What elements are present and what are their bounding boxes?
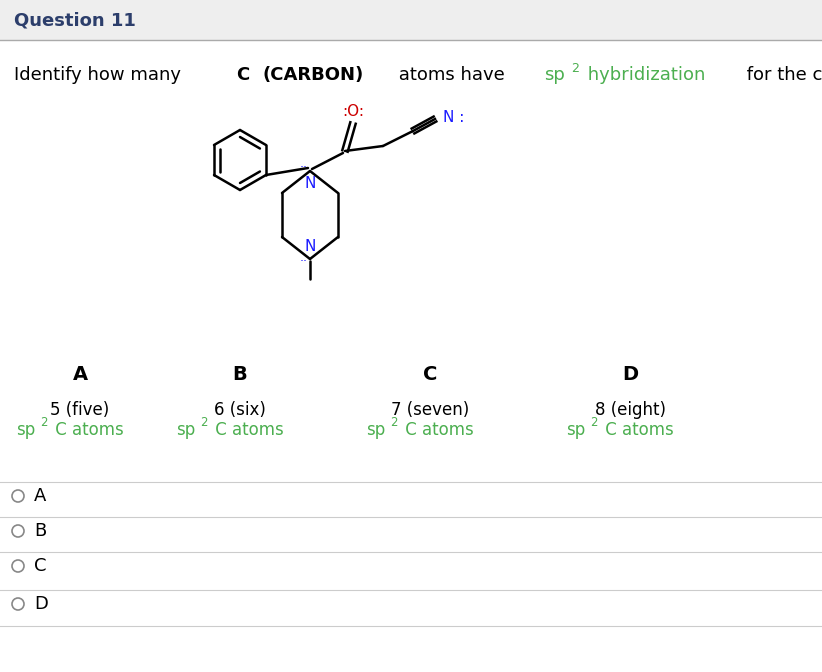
Text: sp: sp <box>566 421 585 439</box>
Text: C: C <box>423 366 437 384</box>
Text: A: A <box>72 366 88 384</box>
Text: sp: sp <box>544 66 566 84</box>
Text: hybridization: hybridization <box>582 66 705 84</box>
Text: sp: sp <box>366 421 385 439</box>
Text: D: D <box>34 595 48 613</box>
Text: for the compound below:: for the compound below: <box>741 66 822 84</box>
Text: N: N <box>304 176 316 191</box>
Text: 2: 2 <box>40 417 48 429</box>
Text: (CARBON): (CARBON) <box>262 66 363 84</box>
Text: sp: sp <box>176 421 195 439</box>
Text: C: C <box>34 557 47 575</box>
Text: C atoms: C atoms <box>210 421 284 439</box>
Text: 7 (seven): 7 (seven) <box>391 401 469 419</box>
Bar <box>0 0 822 40</box>
Text: 2: 2 <box>590 417 598 429</box>
Text: 6 (six): 6 (six) <box>214 401 266 419</box>
Text: atoms have: atoms have <box>393 66 510 84</box>
Text: sp: sp <box>16 421 35 439</box>
Text: C atoms: C atoms <box>400 421 473 439</box>
Text: C atoms: C atoms <box>600 421 674 439</box>
Text: :O:: :O: <box>342 103 364 118</box>
Text: Identify how many: Identify how many <box>14 66 187 84</box>
Text: ··: ·· <box>300 255 308 269</box>
Text: 2: 2 <box>201 417 208 429</box>
Text: D: D <box>622 366 638 384</box>
Text: B: B <box>34 522 46 540</box>
Text: 2: 2 <box>390 417 398 429</box>
Text: N :: N : <box>443 110 464 124</box>
Text: N: N <box>304 239 316 254</box>
Text: 5 (five): 5 (five) <box>50 401 109 419</box>
Text: A: A <box>34 487 46 505</box>
Text: 8 (eight): 8 (eight) <box>594 401 666 419</box>
Text: ··: ·· <box>300 161 308 175</box>
Text: B: B <box>233 366 247 384</box>
Text: 2: 2 <box>571 62 580 75</box>
Text: C atoms: C atoms <box>50 421 124 439</box>
Text: C: C <box>237 66 256 84</box>
Text: Question 11: Question 11 <box>14 11 136 29</box>
